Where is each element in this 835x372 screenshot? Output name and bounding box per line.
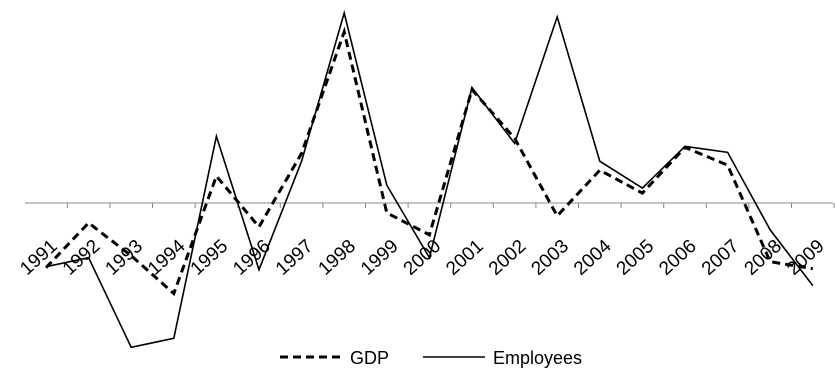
plot-area: 1991199219931994199519961997199819992000…	[16, 9, 835, 349]
x-tick-label-2003: 2003	[527, 236, 572, 280]
x-tick-label-1994: 1994	[144, 236, 190, 280]
legend-label-employees: Employees	[493, 348, 582, 368]
x-tick-label-2000: 2000	[400, 236, 445, 280]
legend-label-gdp: GDP	[350, 348, 389, 368]
x-tick-label-1992: 1992	[59, 236, 104, 280]
x-tick-label-2005: 2005	[613, 236, 658, 280]
x-tick-label-1999: 1999	[357, 236, 402, 280]
x-tick-label-2002: 2002	[485, 236, 530, 280]
x-tick-label-1998: 1998	[314, 236, 359, 280]
x-tick-label-1997: 1997	[272, 236, 317, 280]
x-tick-label-2006: 2006	[655, 236, 700, 280]
x-tick-label-1993: 1993	[101, 236, 146, 280]
x-tick-label-2001: 2001	[442, 236, 487, 280]
legend: GDP Employees	[280, 348, 582, 368]
x-tick-label-2009: 2009	[783, 236, 828, 280]
x-tick-label-2007: 2007	[698, 236, 743, 280]
x-tick-label-1996: 1996	[229, 236, 274, 280]
x-tick-label-2004: 2004	[570, 236, 616, 280]
series-line-employees	[45, 9, 814, 349]
